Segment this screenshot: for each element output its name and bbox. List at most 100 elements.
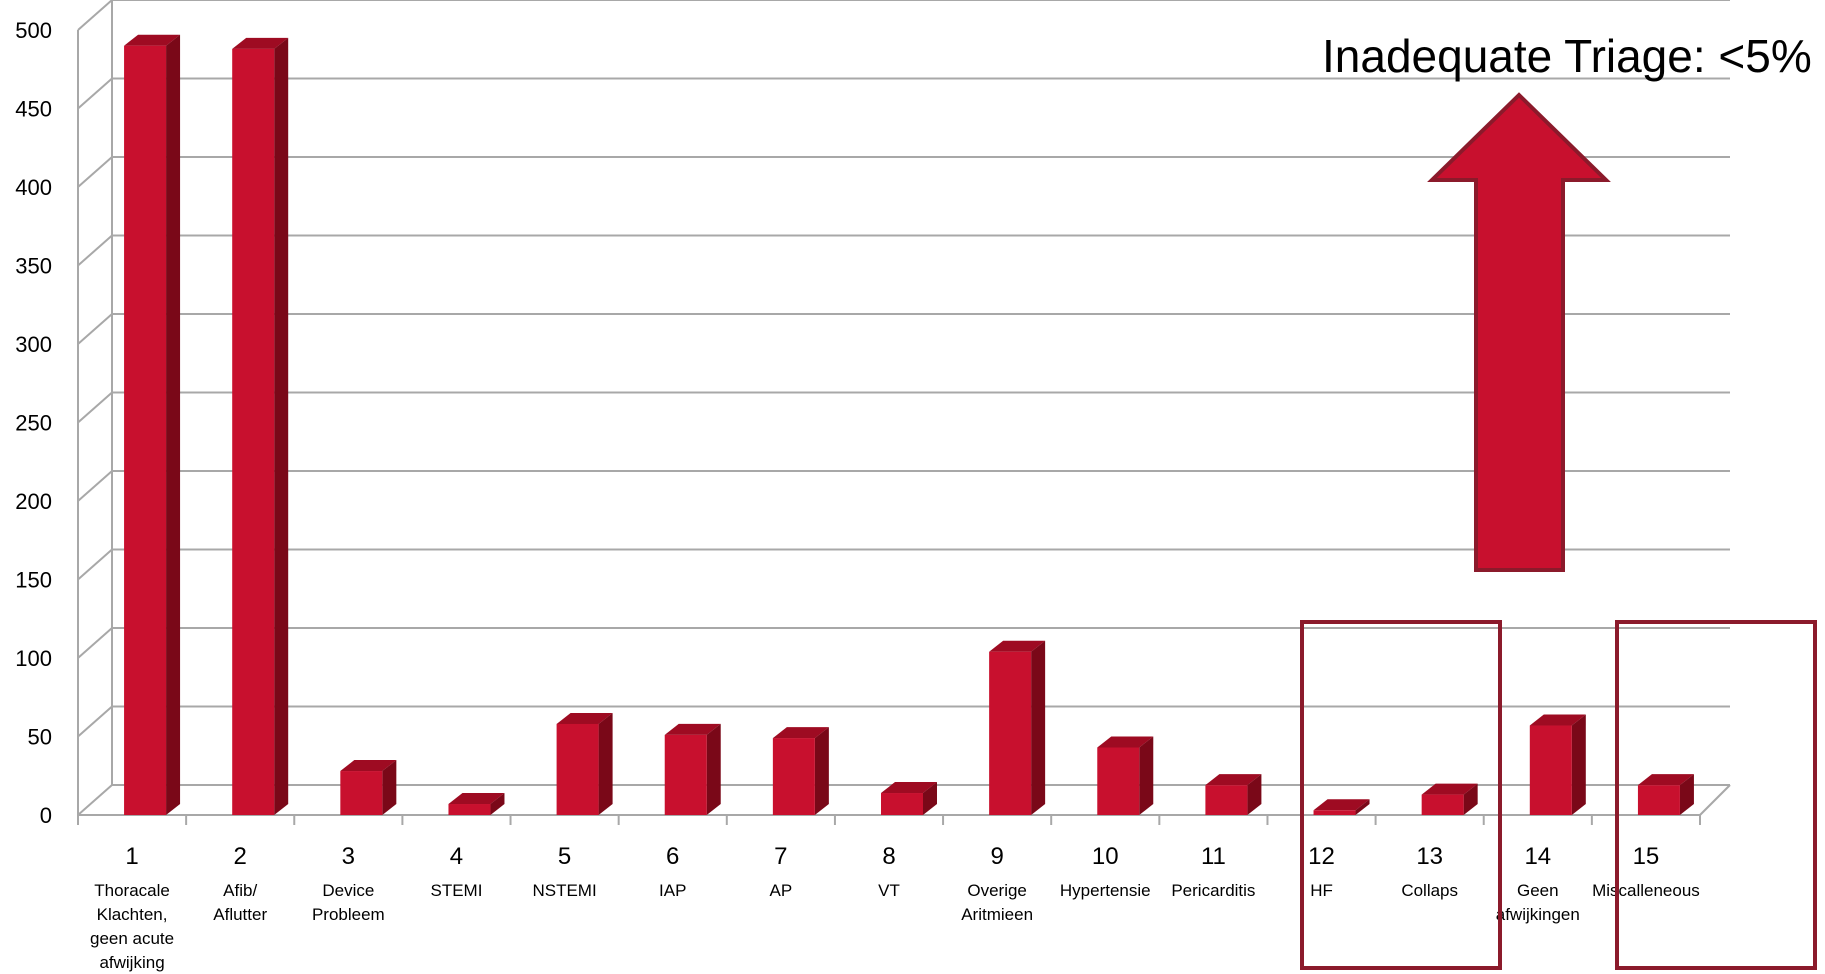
gridline-wall (77, 77, 113, 110)
bar-top (1421, 783, 1478, 795)
x-tick-label: 14 (1524, 843, 1551, 870)
category-label: Collaps (1401, 881, 1458, 900)
category-label: IAP (659, 881, 686, 900)
bar-front (1637, 785, 1680, 815)
x-tick-label: 12 (1308, 843, 1335, 870)
bar-side (274, 37, 289, 815)
x-tick-label: 1 (125, 843, 138, 870)
bar-front (1097, 747, 1140, 815)
bar-front (664, 734, 707, 815)
x-tick-label: 5 (558, 843, 571, 870)
bar-side (166, 34, 181, 815)
y-tick-label: 100 (15, 646, 52, 671)
category-label: AP (770, 881, 793, 900)
bar-top (232, 37, 289, 49)
x-tick-label: 11 (1201, 843, 1226, 870)
category-label: VT (878, 881, 900, 900)
x-tick-label: 3 (342, 843, 355, 870)
bar (124, 34, 181, 815)
bar-front (1205, 785, 1248, 815)
bar-side (923, 782, 937, 815)
gridline-wall (77, 234, 113, 267)
category-label: Miscalleneous (1592, 881, 1700, 900)
category-label: Pericarditis (1171, 881, 1255, 900)
bar-side (1571, 714, 1586, 815)
bar-front (1529, 725, 1572, 815)
bar-front (340, 771, 383, 815)
category-label: Overige Aritmieen (961, 881, 1033, 924)
bar-front (1421, 794, 1464, 815)
x-tick-label: 13 (1416, 843, 1443, 870)
x-axis-labels: 1 Thoracale Klachten, geen acute afwijking 2 A… (90, 843, 1700, 972)
x-tick-label: 2 (234, 843, 247, 870)
gridline-wall (77, 156, 113, 188)
y-tick-label: 0 (40, 803, 52, 828)
bar-side (490, 793, 505, 815)
highlight-box-15 (1615, 620, 1817, 970)
bar-top (1097, 736, 1154, 748)
bar (232, 37, 289, 815)
bar-side (1463, 783, 1478, 815)
annotations: Inadequate Triage: <5% (1300, 30, 1817, 970)
y-tick-label: 300 (15, 332, 52, 357)
bar (1205, 774, 1262, 815)
bar (1421, 783, 1478, 815)
y-tick-label: 150 (15, 568, 52, 593)
gridline-wall (77, 705, 113, 738)
category-label: NSTEMI (532, 881, 596, 900)
bar-front (772, 738, 815, 815)
y-tick-label: 200 (15, 489, 52, 514)
x-tick-label: 4 (450, 843, 463, 870)
bar-side (706, 723, 721, 815)
bar-top (881, 782, 937, 794)
bar-top (556, 712, 613, 724)
gridline-wall (77, 313, 113, 345)
bar (881, 782, 937, 815)
bar-top (1205, 774, 1262, 786)
category-label: Thoracale Klachten, geen acute afwijking (90, 881, 174, 972)
bar (556, 712, 613, 815)
bar-top (1529, 714, 1586, 726)
bar-side (1355, 799, 1370, 815)
bar (1637, 774, 1694, 815)
up-arrow-icon (1427, 92, 1611, 572)
bar-side (814, 727, 829, 815)
bar (1313, 799, 1370, 815)
y-tick-label: 250 (15, 411, 52, 436)
bar (340, 760, 397, 815)
bar (448, 793, 505, 815)
y-tick-label: 500 (15, 18, 52, 43)
gridline-wall (77, 391, 113, 424)
y-axis-ticks: 0 50 100 150 200 250 300 350 400 450 500 (15, 18, 52, 828)
x-tick-label: 7 (774, 843, 787, 870)
bar-top (1637, 774, 1694, 786)
bar-side (382, 760, 397, 815)
category-label: Hypertensie (1060, 881, 1151, 900)
bar-front (556, 723, 599, 815)
y-tick-label: 450 (15, 97, 52, 122)
bar-front (124, 45, 167, 815)
x-tick-label: 10 (1092, 843, 1119, 870)
category-label: Device Probleem (312, 881, 385, 924)
bars (124, 34, 1694, 815)
y-tick-label: 400 (15, 175, 52, 200)
category-label: HF (1310, 881, 1333, 900)
category-label: STEMI (430, 881, 482, 900)
bar (664, 723, 721, 815)
bar (989, 640, 1046, 815)
bar-side (1247, 774, 1262, 815)
bar-front (232, 48, 275, 815)
gridline-wall (77, 470, 113, 502)
bar-front (1313, 810, 1356, 815)
floor-right-edge (1699, 784, 1731, 816)
gridline-wall (77, 0, 113, 31)
bar-front (448, 804, 491, 815)
bar-side (1139, 736, 1154, 815)
bar-top (340, 760, 397, 772)
bar-side (1679, 774, 1694, 815)
bar-front (881, 793, 923, 815)
bar-side (1031, 640, 1046, 815)
category-label: Geen afwijkingen (1496, 881, 1580, 924)
x-tick-label: 9 (990, 843, 1003, 870)
bar-top (989, 640, 1046, 652)
